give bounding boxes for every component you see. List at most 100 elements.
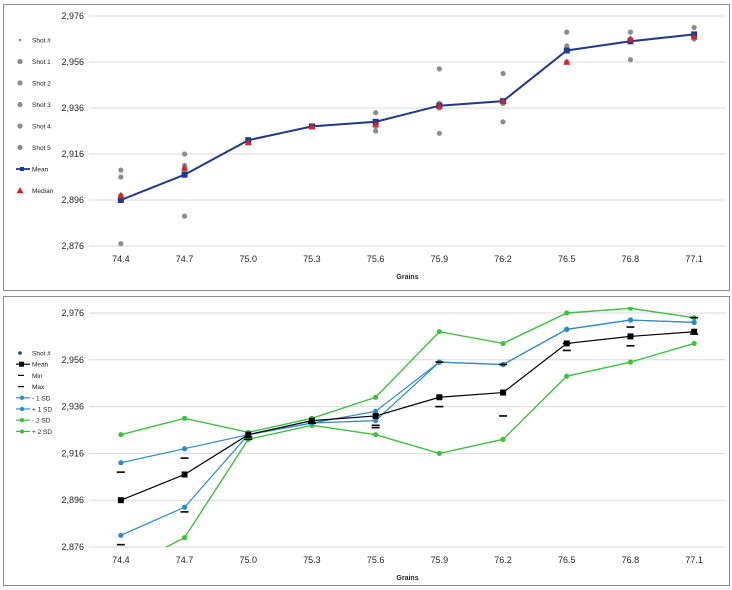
series-point-1-sd <box>181 446 188 452</box>
series-point-2-sd <box>118 568 123 573</box>
shot-point <box>564 29 570 35</box>
median-point <box>563 58 571 65</box>
median-point <box>308 122 316 130</box>
shot-point <box>118 167 124 173</box>
legend-label: Shot # <box>32 351 51 358</box>
shot-point <box>627 57 634 63</box>
legend-label: Shot 1 <box>32 59 51 66</box>
shot-point <box>181 213 188 219</box>
legend-label: Shot 5 <box>32 145 51 152</box>
series-point-2-sd <box>691 340 697 347</box>
series-point-mean <box>181 471 188 478</box>
series-point-mean <box>117 497 124 504</box>
legend-marker <box>17 101 23 108</box>
median-point <box>244 139 252 146</box>
series-point-mean <box>308 417 315 424</box>
y-tick-label: 2,896 <box>61 195 84 205</box>
series-point-2-sd <box>564 310 570 316</box>
shot-point <box>627 29 634 35</box>
x-tick-label: 76.8 <box>622 254 640 264</box>
shot-point <box>500 119 506 125</box>
x-tick-label: 76.2 <box>494 555 512 565</box>
legend-label: Shot # <box>32 38 51 45</box>
legend-label: Shot 3 <box>32 102 51 109</box>
median-point <box>372 120 380 127</box>
median-point <box>435 102 443 109</box>
legend-label: Mean <box>32 362 49 369</box>
legend-marker <box>19 361 24 367</box>
x-tick-label: 75.3 <box>303 555 321 565</box>
series-point-2-sd <box>181 535 188 541</box>
mean-point <box>563 47 570 54</box>
y-tick-label: 2,956 <box>61 355 84 365</box>
shot-point <box>691 24 697 31</box>
median-point <box>499 97 507 104</box>
shot-point <box>564 43 570 49</box>
series-point-2-sd <box>436 450 442 456</box>
x-tick-label: 77.1 <box>685 254 703 264</box>
y-tick-label: 2,916 <box>61 149 84 159</box>
x-tick-label: 74.4 <box>112 254 130 264</box>
legend-label: + 1 SD <box>32 407 52 414</box>
y-tick-label: 2,916 <box>61 448 84 458</box>
x-tick-label: 76.2 <box>494 254 512 264</box>
series-point-1-sd <box>373 408 379 414</box>
median-point <box>626 35 634 42</box>
mean-point <box>181 171 188 178</box>
legend-marker <box>16 187 24 194</box>
legend-marker <box>17 58 23 65</box>
shot-point <box>118 174 124 180</box>
series-point-2-sd <box>118 432 124 438</box>
x-tick-label: 76.5 <box>558 555 576 565</box>
shot-point <box>373 128 379 134</box>
legend-label: Median <box>32 188 54 195</box>
legend-marker <box>19 406 25 412</box>
x-tick-label: 75.0 <box>239 555 257 565</box>
y-tick-label: 2,976 <box>61 308 84 318</box>
legend-label: Shot 2 <box>32 81 51 88</box>
legend-marker <box>17 80 23 86</box>
series-point-1-sd <box>691 319 697 325</box>
series-line-2-sd <box>120 307 695 436</box>
series-point-mean <box>372 412 379 419</box>
y-tick-label: 2,936 <box>61 103 84 113</box>
legend-marker <box>17 123 23 129</box>
series-point-1-sd <box>181 504 188 510</box>
y-tick-label: 2,976 <box>61 11 84 21</box>
y-tick-label: 2,936 <box>61 402 84 412</box>
series-point-2-sd <box>373 432 379 438</box>
series-point-2-sd <box>627 307 634 311</box>
legend-marker <box>20 167 24 171</box>
series-point-2-sd <box>500 436 506 442</box>
series-point-1-sd <box>564 326 570 332</box>
legend-label: Max <box>32 384 45 391</box>
legend-marker <box>19 429 25 434</box>
series-point-2-sd <box>436 329 442 335</box>
chart-panel-bottom: 2,876 2,896 2,916 2,936 2,956 2,976 74.4 74.7 75… <box>3 296 730 586</box>
x-tick-label: 75.9 <box>431 555 449 565</box>
x-tick-label: 77.1 <box>685 555 703 565</box>
x-tick-label: 74.7 <box>176 555 194 565</box>
legend-label: Shot 4 <box>32 124 51 131</box>
series-point-mean <box>627 333 634 340</box>
x-tick-label: 75.6 <box>367 254 385 264</box>
legend-marker <box>17 144 23 151</box>
y-tick-label: 2,876 <box>61 241 84 251</box>
series-point-mean <box>691 328 698 335</box>
mean-point <box>117 197 124 203</box>
y-tick-label: 2,876 <box>61 542 84 552</box>
series-line-1-sd <box>120 319 695 464</box>
shot-point <box>436 66 442 72</box>
legend-label: + 2 SD <box>32 429 52 436</box>
x-tick-label: 74.4 <box>112 555 130 565</box>
x-axis-title: Grains <box>396 575 418 582</box>
plot-area <box>116 307 699 573</box>
shot-point <box>373 110 379 116</box>
shot-point <box>500 70 506 77</box>
chart-bottom-svg: 2,876 2,896 2,916 2,936 2,956 2,976 74.4 74.7 75… <box>16 307 726 582</box>
legend-marker <box>19 418 25 423</box>
series-point-1-sd <box>118 460 124 466</box>
shot-point <box>118 241 124 247</box>
series-point-2-sd <box>373 394 379 400</box>
x-axis-title: Grains <box>396 274 418 281</box>
